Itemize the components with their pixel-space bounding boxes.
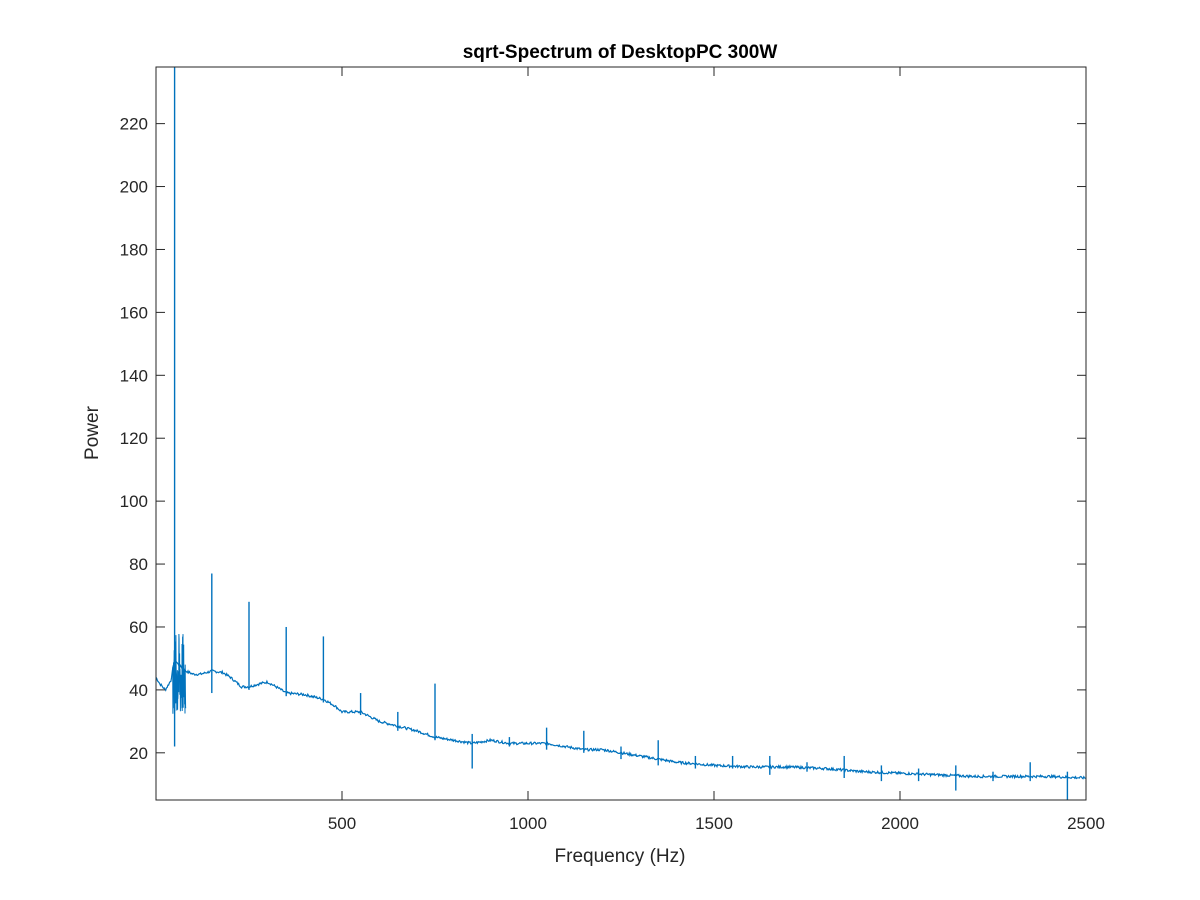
noise-trace <box>172 633 187 714</box>
x-tick-label: 2500 <box>1067 814 1105 833</box>
x-axis-label: Frequency (Hz) <box>555 846 686 867</box>
x-axis-ticks: 500 1000 1500 2000 2500 <box>328 67 1105 833</box>
y-tick-label: 40 <box>129 681 148 700</box>
axes-box <box>155 66 1087 801</box>
chart-title: sqrt-Spectrum of DesktopPC 300W <box>463 42 778 63</box>
y-tick-label: 180 <box>120 240 148 259</box>
x-tick-label: 500 <box>328 814 356 833</box>
x-tick-label: 2000 <box>881 814 919 833</box>
spectrum-series-line <box>156 657 1086 780</box>
x-tick-label: 1000 <box>509 814 547 833</box>
x-tick-label: 1500 <box>695 814 733 833</box>
y-axis-label: Power <box>82 405 103 460</box>
harmonic-spikes <box>173 67 1069 800</box>
y-tick-label: 160 <box>120 303 148 322</box>
y-tick-label: 80 <box>129 555 148 574</box>
y-tick-label: 60 <box>129 618 148 637</box>
low-frequency-noise <box>172 633 187 714</box>
plot-area <box>156 67 1086 800</box>
y-tick-label: 120 <box>120 429 148 448</box>
y-axis-ticks: 20 40 60 80 100 120 140 160 180 200 220 <box>120 115 1086 763</box>
y-tick-label: 20 <box>129 744 148 763</box>
y-tick-label: 100 <box>120 492 148 511</box>
y-tick-label: 200 <box>120 178 148 197</box>
y-tick-label: 140 <box>120 366 148 385</box>
y-tick-label: 220 <box>120 115 148 134</box>
